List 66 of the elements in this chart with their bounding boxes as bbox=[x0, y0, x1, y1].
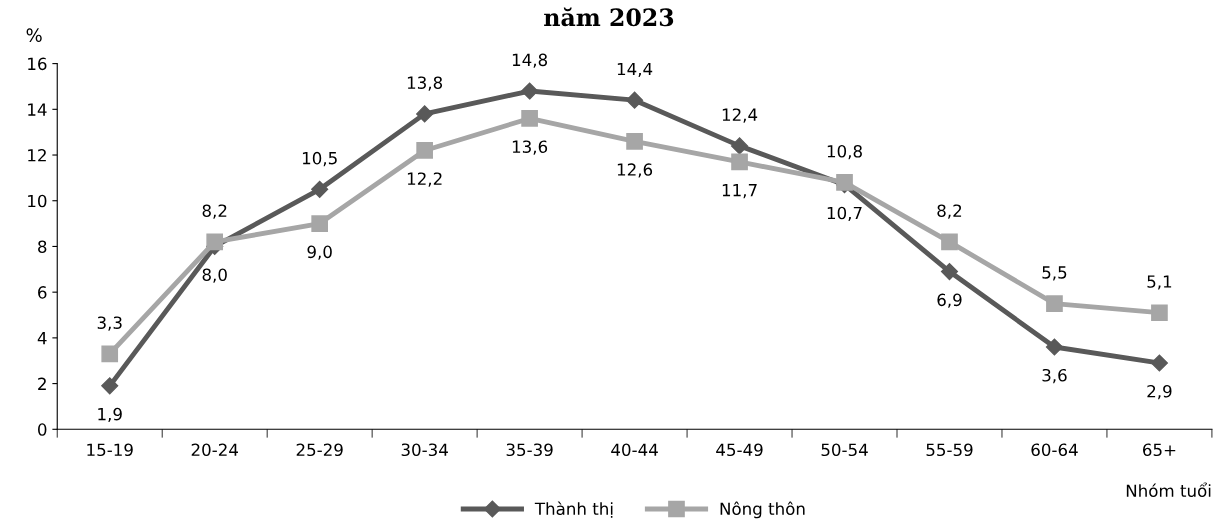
point bbox=[1150, 354, 1168, 372]
y-tick-label: 16 bbox=[28, 57, 47, 71]
x-tick-label: 60-64 bbox=[1031, 443, 1078, 457]
data-label: 8,2 bbox=[937, 204, 962, 219]
x-tick-label: 30-34 bbox=[401, 443, 448, 457]
legend-label: Thành thị bbox=[534, 501, 613, 518]
point bbox=[101, 345, 119, 363]
data-label: 8,2 bbox=[202, 204, 227, 219]
data-label: 2,9 bbox=[1147, 384, 1172, 400]
point bbox=[311, 180, 329, 198]
data-label: 10,5 bbox=[302, 151, 337, 167]
data-label: 3,3 bbox=[97, 316, 122, 331]
data-label: 12,2 bbox=[407, 172, 442, 187]
y-tick-label: 6 bbox=[38, 286, 47, 299]
point bbox=[1151, 304, 1168, 322]
point bbox=[416, 142, 433, 159]
legend-label: Nông thôn bbox=[720, 501, 805, 519]
y-tick-label: 8 bbox=[38, 240, 47, 254]
point bbox=[940, 263, 959, 281]
point bbox=[941, 233, 958, 251]
point bbox=[521, 82, 539, 100]
x-tick-label: 40-44 bbox=[611, 443, 658, 457]
data-label: 1,9 bbox=[98, 407, 122, 423]
data-label: 12,6 bbox=[617, 163, 653, 178]
x-tick-label: 25-29 bbox=[296, 443, 343, 457]
y-tick-label: 0 bbox=[38, 423, 47, 436]
data-label: 10,8 bbox=[827, 144, 862, 160]
point bbox=[1045, 338, 1064, 356]
y-tick-label: 2 bbox=[38, 377, 46, 390]
y-axis-title: % bbox=[26, 28, 42, 42]
x-tick-label: 50-54 bbox=[821, 443, 868, 457]
data-label: 13,8 bbox=[407, 76, 443, 91]
y-tick-label: 14 bbox=[28, 103, 47, 116]
x-tick-label: 20-24 bbox=[191, 443, 238, 457]
x-axis-title: Nhóm tuổi bbox=[1126, 482, 1211, 498]
data-label: 5,1 bbox=[1147, 275, 1172, 290]
data-label: 6,9 bbox=[937, 293, 962, 308]
x-tick-label: 35-39 bbox=[506, 443, 553, 457]
point bbox=[101, 377, 119, 395]
point bbox=[730, 137, 749, 155]
point bbox=[206, 233, 224, 251]
data-label: 10,7 bbox=[827, 206, 862, 221]
data-label: 9,0 bbox=[307, 245, 332, 260]
point bbox=[311, 215, 329, 232]
x-tick-label: 45-49 bbox=[716, 443, 763, 457]
y-tick-label: 12 bbox=[28, 148, 46, 162]
data-label: 12,4 bbox=[722, 108, 758, 123]
data-label: 5,5 bbox=[1042, 266, 1067, 281]
data-label: 3,6 bbox=[1042, 368, 1067, 384]
chart-title: năm 2023 bbox=[544, 7, 674, 27]
data-label: 8,0 bbox=[202, 268, 227, 283]
point bbox=[731, 153, 748, 171]
y-tick-label: 4 bbox=[37, 332, 47, 345]
y-tick-label: 10 bbox=[28, 194, 47, 208]
data-label: 14,8 bbox=[512, 53, 548, 68]
data-label: 11,7 bbox=[722, 184, 757, 199]
x-tick-label: 65+ bbox=[1143, 443, 1176, 457]
data-label: 14,4 bbox=[617, 62, 653, 77]
x-tick-label: 55-59 bbox=[926, 443, 973, 457]
data-label: 13,6 bbox=[512, 140, 548, 155]
point bbox=[521, 110, 538, 127]
point bbox=[626, 132, 643, 150]
x-tick-label: 15-19 bbox=[87, 443, 133, 457]
point bbox=[1046, 295, 1063, 312]
point bbox=[626, 91, 644, 109]
point bbox=[416, 105, 434, 123]
